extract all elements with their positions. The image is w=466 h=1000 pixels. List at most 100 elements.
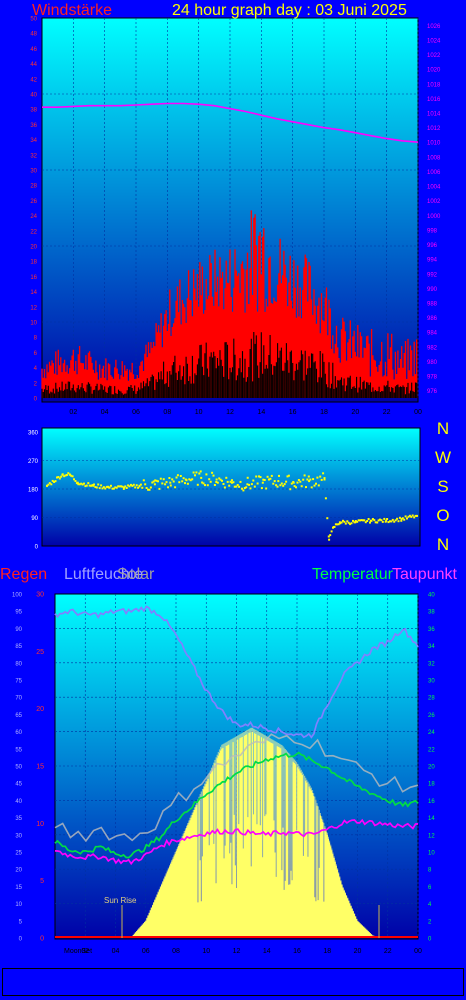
direction-point bbox=[379, 518, 381, 521]
temp-series bbox=[54, 605, 419, 938]
temperature-tick-label: 40 bbox=[428, 593, 435, 599]
direction-point bbox=[204, 484, 206, 487]
direction-point bbox=[380, 519, 383, 522]
direction-point bbox=[196, 483, 199, 486]
temperature-tick-label: 36 bbox=[428, 627, 435, 633]
wind-x-tick-label: 06 bbox=[132, 409, 140, 416]
direction-point bbox=[364, 521, 367, 524]
pressure-tick-label: 992 bbox=[427, 272, 438, 278]
direction-tick-label: 90 bbox=[31, 516, 38, 522]
pressure-y-axis: 976 978 980 982 984 986 988 990 992 994 996 998 1000… bbox=[427, 24, 441, 395]
direction-point bbox=[80, 482, 83, 485]
direction-point bbox=[111, 487, 114, 490]
wind-tick-label: 32 bbox=[30, 153, 37, 159]
direction-tick-label: 360 bbox=[28, 431, 39, 437]
direction-point bbox=[338, 521, 341, 524]
direction-point bbox=[120, 485, 122, 488]
direction-point bbox=[192, 471, 195, 474]
humidity-tick-label: 40 bbox=[15, 799, 22, 805]
pressure-tick-label: 982 bbox=[427, 345, 438, 351]
direction-point bbox=[361, 519, 364, 522]
direction-point bbox=[201, 481, 204, 484]
humidity-tick-label: 0 bbox=[19, 937, 23, 943]
wind-tick-label: 12 bbox=[30, 305, 37, 311]
wind-tick-label: 26 bbox=[30, 199, 37, 205]
direction-point bbox=[128, 485, 131, 488]
direction-point bbox=[130, 483, 132, 486]
direction-point bbox=[352, 519, 354, 522]
direction-point bbox=[354, 521, 357, 524]
wind-pressure-panel: 0246810121416182022242628303234363840424… bbox=[30, 2, 441, 416]
direction-point bbox=[118, 485, 121, 488]
direction-point bbox=[269, 477, 272, 480]
direction-point bbox=[292, 481, 295, 484]
direction-point bbox=[343, 520, 346, 523]
direction-point bbox=[152, 480, 155, 483]
wind-x-tick-label: 00 bbox=[414, 409, 422, 416]
humidity-tick-label: 50 bbox=[15, 765, 22, 771]
wind-tick-label: 38 bbox=[30, 108, 37, 114]
humidity-tick-label: 45 bbox=[15, 782, 22, 788]
direction-point bbox=[184, 482, 186, 485]
direction-point bbox=[171, 478, 174, 481]
wind-x-tick-label: 20 bbox=[351, 409, 359, 416]
direction-point bbox=[73, 478, 75, 481]
direction-point bbox=[296, 481, 299, 484]
direction-point bbox=[313, 484, 316, 487]
direction-point bbox=[290, 482, 293, 485]
direction-point bbox=[232, 481, 235, 484]
rain-tick-label: 30 bbox=[36, 592, 44, 599]
direction-point bbox=[78, 483, 81, 486]
legend-solar: Solar bbox=[117, 566, 155, 583]
direction-point bbox=[157, 480, 159, 483]
direction-point bbox=[307, 475, 310, 478]
temperature-tick-label: 34 bbox=[428, 644, 435, 650]
direction-point bbox=[54, 480, 57, 483]
direction-point bbox=[132, 483, 135, 486]
humidity-tick-label: 10 bbox=[15, 902, 22, 908]
direction-point bbox=[289, 488, 292, 491]
direction-point bbox=[328, 538, 331, 541]
direction-point bbox=[53, 481, 56, 483]
direction-point bbox=[110, 484, 112, 487]
series-line-taupunkt bbox=[54, 818, 419, 866]
wind-x-tick-label: 14 bbox=[257, 409, 265, 416]
direction-point bbox=[162, 478, 165, 481]
wind-x-tick-label: 22 bbox=[383, 409, 391, 416]
temperature-tick-label: 30 bbox=[428, 679, 435, 685]
direction-point bbox=[165, 481, 168, 484]
temperature-tick-label: 0 bbox=[428, 937, 432, 943]
direction-point bbox=[154, 479, 157, 482]
humidity-tick-label: 65 bbox=[15, 713, 22, 719]
direction-point bbox=[246, 483, 249, 486]
wind-tick-label: 22 bbox=[30, 229, 37, 235]
direction-point bbox=[67, 472, 70, 475]
temp-x-tick-label: 02 bbox=[81, 948, 89, 955]
pressure-tick-label: 996 bbox=[427, 243, 438, 249]
direction-point bbox=[107, 486, 110, 489]
direction-point bbox=[85, 484, 88, 487]
temp-x-axis: 02 04 06 08 10 12 14 16 18 20 22 00 bbox=[81, 948, 422, 955]
pressure-tick-label: 1020 bbox=[427, 68, 441, 74]
wind-tick-label: 24 bbox=[30, 214, 37, 220]
direction-point bbox=[46, 484, 48, 487]
humidity-tick-label: 75 bbox=[15, 679, 22, 685]
direction-point bbox=[324, 497, 327, 500]
direction-point bbox=[225, 476, 228, 479]
direction-point bbox=[176, 474, 179, 477]
temperature-tick-label: 26 bbox=[428, 713, 435, 719]
series-line-temperatur bbox=[54, 751, 419, 859]
direction-point bbox=[112, 487, 115, 490]
rain-tick-label: 20 bbox=[36, 706, 44, 713]
wind-y-axis: 0246810121416182022242628303234363840424… bbox=[30, 17, 37, 403]
direction-point bbox=[135, 484, 138, 487]
direction-point bbox=[320, 478, 323, 481]
direction-point bbox=[303, 474, 306, 477]
wind-tick-label: 44 bbox=[30, 62, 37, 68]
humidity-tick-label: 25 bbox=[15, 851, 22, 857]
direction-point bbox=[389, 520, 391, 523]
direction-point bbox=[334, 523, 337, 526]
direction-point bbox=[256, 482, 259, 485]
